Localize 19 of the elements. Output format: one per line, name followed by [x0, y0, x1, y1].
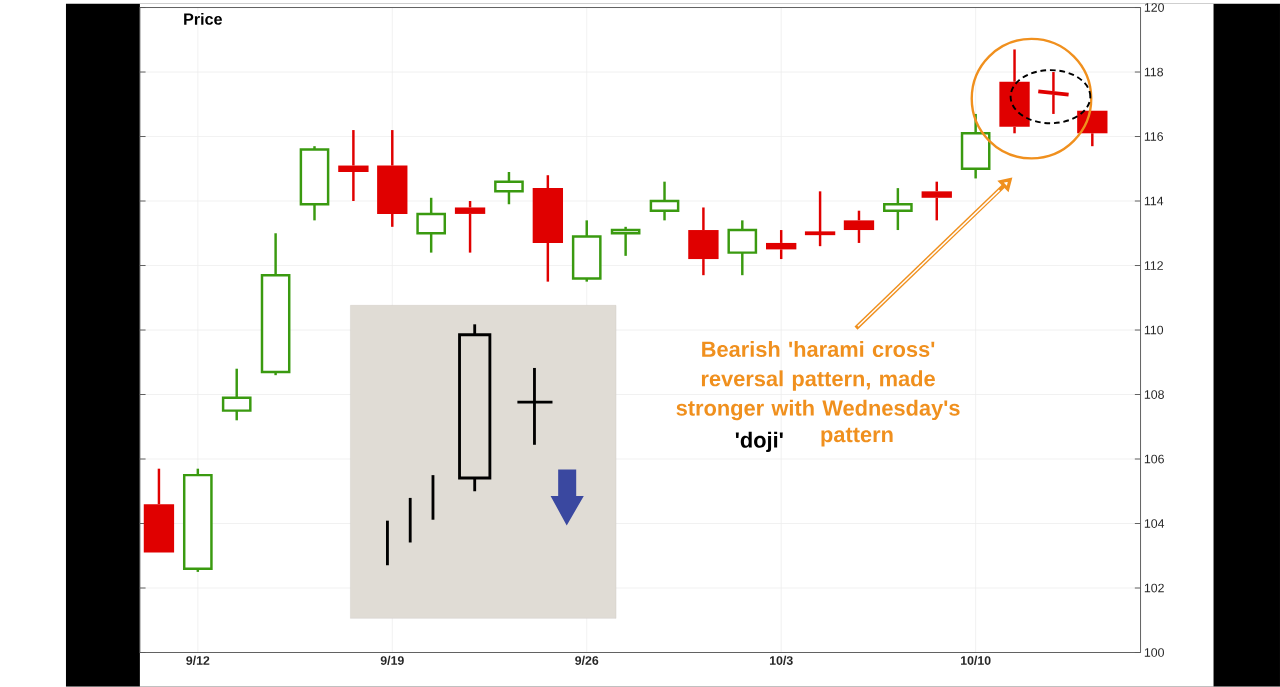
x-tick-label: 10/3 [769, 656, 793, 666]
annotation: pattern [821, 427, 893, 447]
y-tick-label: 118 [1144, 67, 1164, 77]
x-tick-label: 9/19 [380, 656, 404, 666]
chart-title: Price [184, 13, 222, 25]
y-tick-label: 114 [1144, 196, 1164, 206]
annotation: 'doji' [735, 431, 783, 453]
y-tick-label: 102 [1144, 583, 1164, 593]
y-tick-label: 120 [1144, 3, 1164, 13]
x-tick-label: 9/12 [186, 656, 210, 666]
x-tick-label: 10/10 [960, 656, 991, 666]
y-tick-label: 110 [1144, 325, 1164, 335]
y-tick-label: 104 [1144, 519, 1165, 529]
y-tick-label: 100 [1144, 648, 1164, 658]
y-tick-label: 106 [1144, 454, 1164, 464]
x-tick-label: 9/26 [575, 656, 599, 666]
y-tick-label: 108 [1144, 390, 1164, 400]
y-tick-label: 112 [1144, 261, 1163, 270]
y-tick-label: 116 [1144, 132, 1164, 142]
